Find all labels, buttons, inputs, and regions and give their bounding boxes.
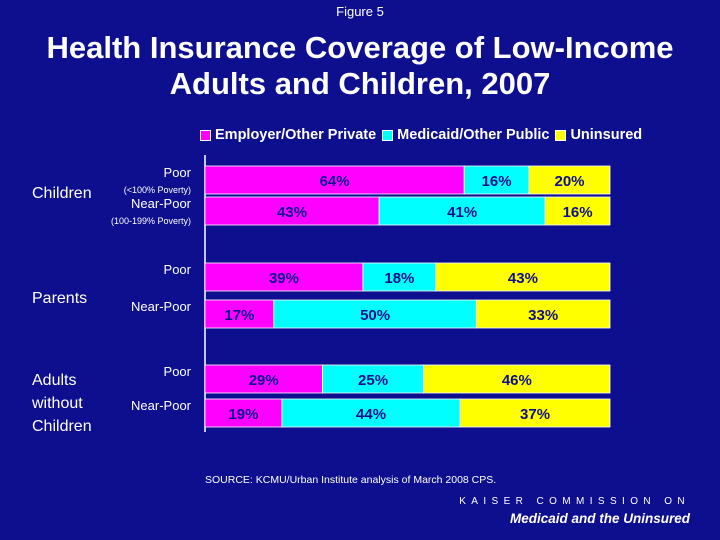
- bar-segment: [544, 196, 611, 226]
- group-label: Parents: [32, 290, 87, 307]
- bar-data-label: 43%: [277, 204, 307, 221]
- bar-segment: [435, 262, 611, 292]
- bar-segment: [281, 398, 461, 428]
- chart-title: Health Insurance Coverage of Low-Income …: [0, 30, 720, 102]
- bar-data-label: 64%: [320, 173, 350, 190]
- bar-segment: [204, 299, 275, 329]
- bar-segment: [204, 262, 364, 292]
- legend-item-medicaid: Medicaid/Other Public: [382, 127, 549, 143]
- bar-category-sublabel: (100-199% Poverty): [111, 216, 191, 226]
- bar-segment: [204, 364, 323, 394]
- bar-data-label: 50%: [360, 307, 390, 324]
- bar-data-label: 43%: [508, 270, 538, 287]
- bar-data-label: 18%: [384, 270, 414, 287]
- bar-segment: [463, 165, 530, 195]
- bar-segment: [204, 196, 380, 226]
- bar-category-label: Near-Poor: [131, 299, 192, 314]
- group-label: Children: [32, 185, 92, 202]
- legend-label-uninsured: Uninsured: [570, 127, 643, 143]
- bar-data-label: 20%: [554, 173, 584, 190]
- brand-top-text: KAISER COMMISSION ON: [459, 496, 690, 507]
- bar-segment: [204, 398, 283, 428]
- legend-swatch-uninsured: [555, 129, 567, 141]
- bar-data-label: 33%: [528, 307, 558, 324]
- legend-item-uninsured: Uninsured: [555, 127, 642, 143]
- bar-data-label: 37%: [520, 406, 550, 423]
- source-note: SOURCE: KCMU/Urban Institute analysis of…: [205, 474, 497, 486]
- bar-data-label: 44%: [356, 406, 386, 423]
- title-line-2: Adults and Children, 2007: [169, 66, 551, 101]
- bar-data-label: 39%: [269, 270, 299, 287]
- bar-segment: [204, 165, 465, 195]
- bar-data-label: 17%: [224, 307, 254, 324]
- legend-swatch-employer: [200, 129, 211, 141]
- group-label: Children: [32, 418, 92, 435]
- bar-segment: [475, 299, 611, 329]
- bar-segment: [362, 262, 437, 292]
- bar-data-label: 41%: [447, 204, 477, 221]
- bar-category-label: Near-Poor: [131, 196, 192, 211]
- group-label: Adults: [32, 372, 76, 389]
- bar-segment: [423, 364, 611, 394]
- legend-item-employer: Employer/Other Private: [200, 127, 376, 143]
- title-line-1: Health Insurance Coverage of Low-Income: [46, 30, 674, 65]
- bar-data-label: 29%: [249, 372, 279, 389]
- bar-category-label: Poor: [164, 165, 192, 180]
- bar-data-label: 46%: [502, 372, 532, 389]
- legend-label-medicaid: Medicaid/Other Public: [397, 127, 550, 143]
- bar-category-sublabel: (<100% Poverty): [124, 185, 191, 195]
- bar-segment: [528, 165, 611, 195]
- bar-segment: [322, 364, 425, 394]
- legend-label-employer: Employer/Other Private: [215, 127, 377, 143]
- bar-segment: [459, 398, 611, 428]
- bar-category-label: Poor: [164, 262, 192, 277]
- bar-segment: [378, 196, 546, 226]
- figure-label: Figure 5: [336, 4, 384, 19]
- bar-data-label: 25%: [358, 372, 388, 389]
- bar-category-label: Poor: [164, 364, 192, 379]
- bar-segment: [273, 299, 477, 329]
- bar-data-label: 16%: [482, 173, 512, 190]
- brand-logo: KAISER COMMISSION ON Medicaid and the Un…: [459, 496, 690, 526]
- legend-swatch-medicaid: [382, 129, 394, 141]
- group-label: without: [31, 395, 83, 412]
- bar-data-label: 16%: [563, 204, 593, 221]
- bar-category-label: Near-Poor: [131, 398, 192, 413]
- brand-bottom-text: Medicaid and the Uninsured: [509, 511, 690, 526]
- bar-data-label: 19%: [228, 406, 258, 423]
- chart-legend: Employer/Other Private Medicaid/Other Pu…: [200, 127, 648, 143]
